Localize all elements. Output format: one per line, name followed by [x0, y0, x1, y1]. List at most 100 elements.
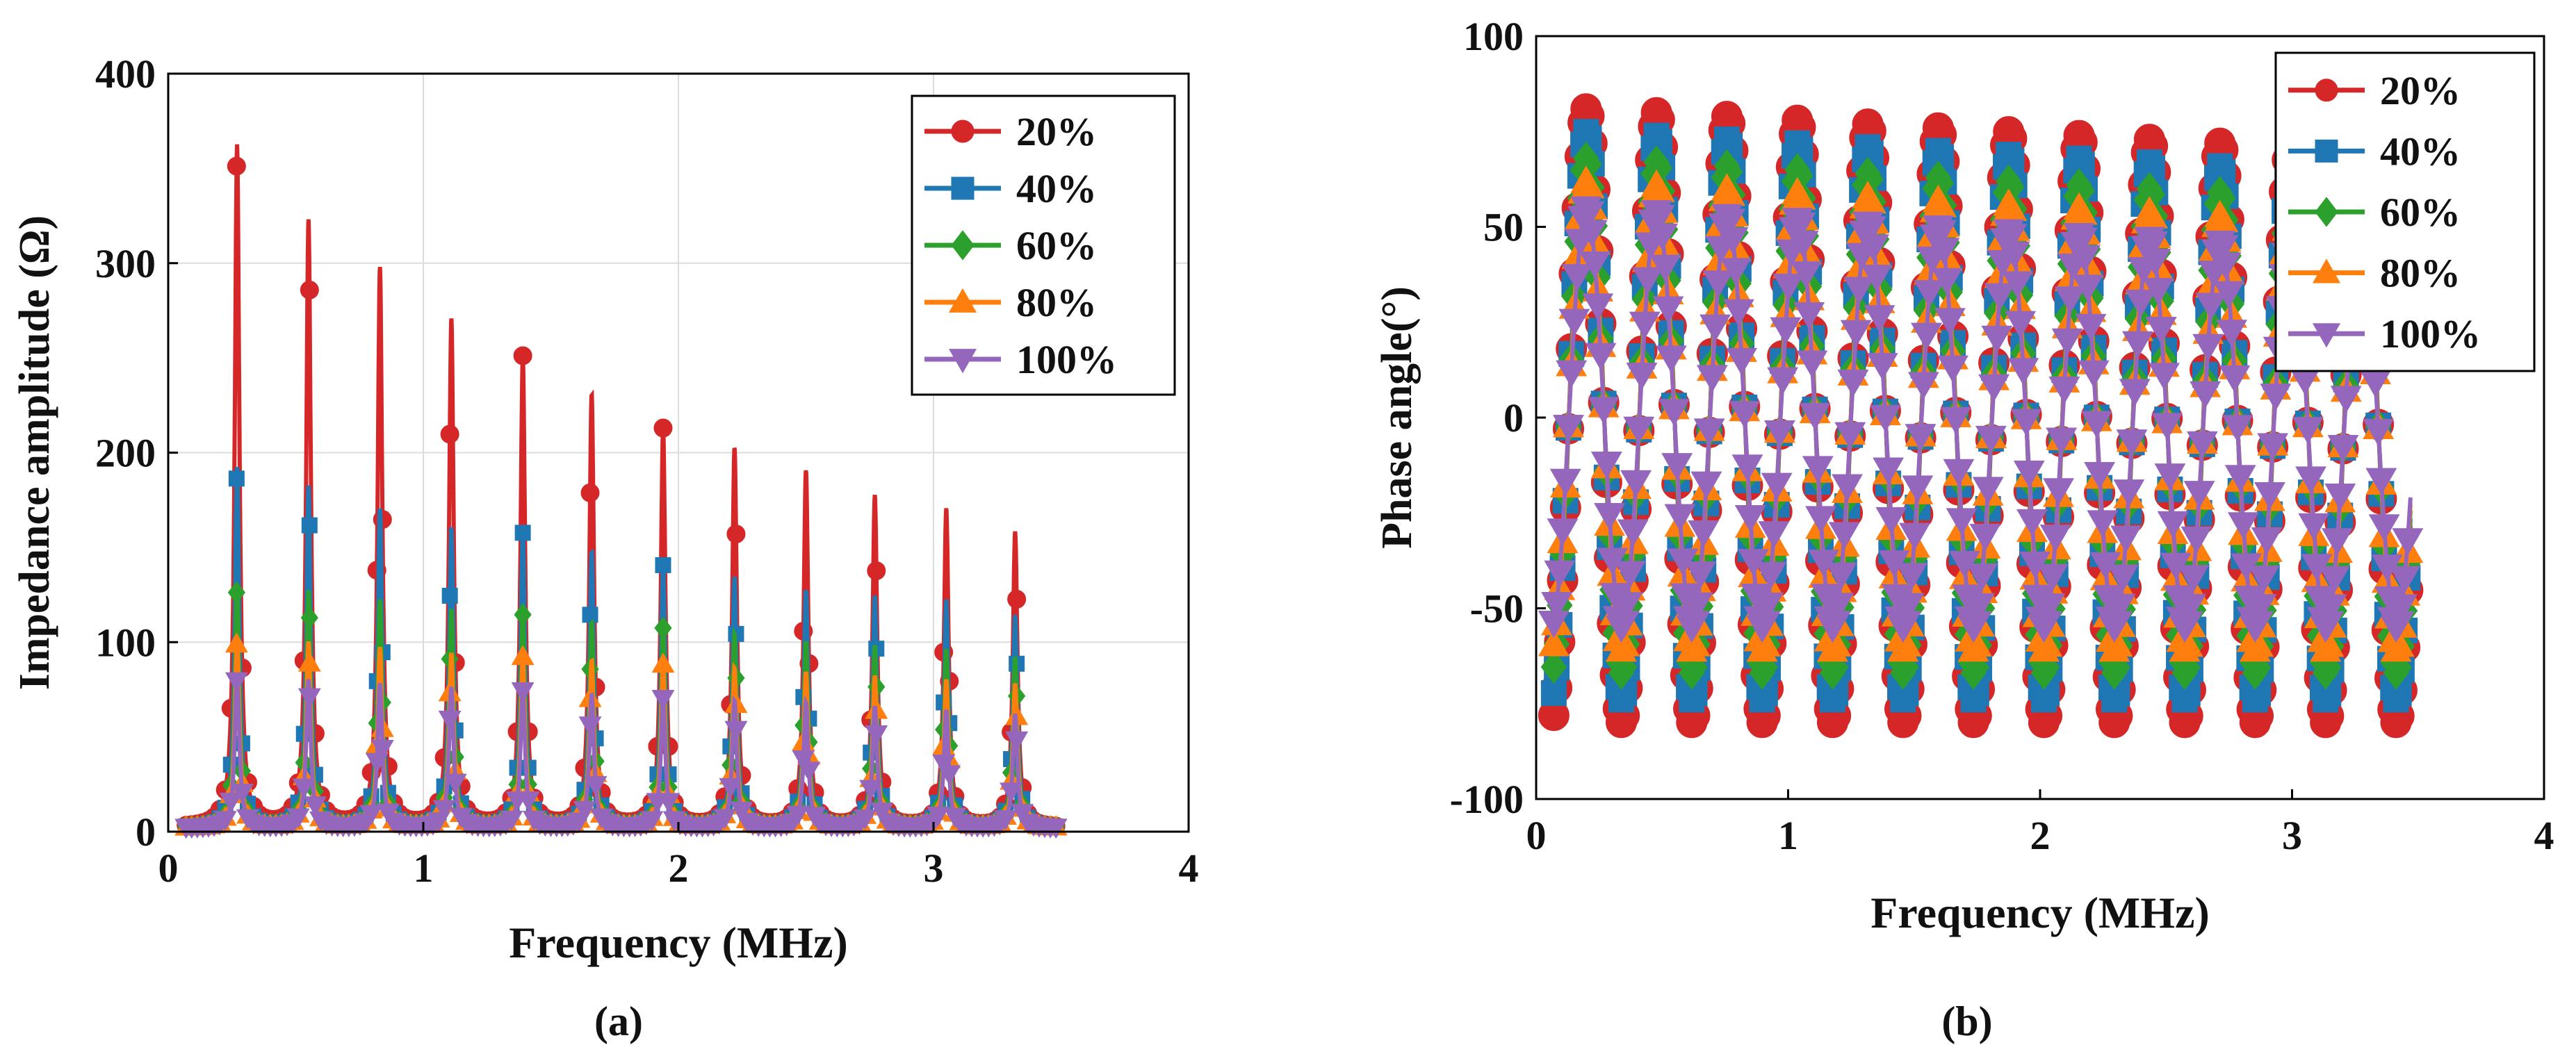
data-point-60%: [300, 606, 318, 629]
data-point-100%: [1914, 280, 1946, 308]
data-point-100%: [2186, 431, 2218, 459]
data-point-100%: [2043, 478, 2074, 506]
data-point-40%: [441, 587, 458, 604]
data-point-100%: [2330, 386, 2362, 413]
y-tick-label: -100: [1450, 777, 1524, 822]
data-point-100%: [1796, 350, 1828, 378]
data-point-100%: [1972, 477, 2004, 504]
data-point-100%: [2216, 320, 2248, 347]
data-point-100%: [1699, 314, 1731, 342]
data-point-100%: [1758, 521, 1790, 549]
data-point-100%: [1834, 422, 1866, 450]
data-point-100%: [2327, 435, 2359, 463]
legend-label-100%: 100%: [1016, 337, 1117, 382]
panel-a-y-axis-label: Impedance amplitude (Ω): [11, 215, 58, 690]
data-point-20%: [726, 525, 746, 544]
data-point-100%: [1931, 267, 1963, 296]
data-point-100%: [1573, 201, 1605, 229]
data-point-40%: [228, 470, 245, 487]
data-point-100%: [511, 682, 535, 702]
data-point-100%: [724, 720, 748, 741]
legend-label-100%: 100%: [2380, 311, 2481, 356]
data-point-100%: [870, 802, 894, 823]
data-point-100%: [1553, 415, 1584, 443]
panel-a-series: [174, 144, 1068, 839]
data-point-100%: [854, 809, 877, 830]
x-tick-label: 3: [924, 846, 944, 891]
data-point-100%: [1652, 296, 1684, 324]
legend-label-40%: 40%: [2380, 129, 2461, 174]
data-point-100%: [1761, 472, 1793, 500]
data-point-100%: [651, 690, 675, 710]
data-point-100%: [1664, 504, 1696, 532]
data-point-100%: [2292, 417, 2324, 445]
data-point-100%: [2227, 512, 2259, 540]
data-point-100%: [1658, 399, 1690, 427]
data-point-100%: [2072, 274, 2104, 302]
data-point-100%: [1561, 264, 1593, 292]
panel-a: 0 1 2 3 4 0 100 200 300 400 Frequency (MHz) Imped…: [11, 51, 1199, 1044]
data-point-100%: [2315, 594, 2347, 622]
data-point-100%: [500, 810, 523, 831]
data-point-100%: [2253, 482, 2285, 510]
data-point-100%: [1996, 224, 2028, 252]
data-point-100%: [719, 777, 742, 798]
data-point-100%: [1549, 468, 1581, 497]
data-point-40%: [582, 607, 598, 623]
data-point-100%: [2080, 411, 2112, 438]
data-point-40%: [514, 525, 531, 541]
data-point-100%: [584, 776, 608, 796]
data-point-100%: [2154, 463, 2186, 491]
data-point-100%: [1579, 251, 1611, 279]
data-point-80%: [297, 651, 321, 672]
data-point-100%: [1734, 504, 1766, 533]
data-point-100%: [1825, 562, 1857, 590]
data-point-100%: [2005, 311, 2037, 338]
data-point-100%: [2365, 468, 2397, 495]
y-tick-label: 0: [1503, 395, 1524, 440]
data-point-100%: [1893, 593, 1925, 620]
data-point-100%: [1966, 563, 1998, 591]
x-tick-label: 0: [1526, 813, 1547, 858]
panel-a-caption-letter: (a): [594, 998, 643, 1044]
data-point-100%: [1911, 322, 1942, 350]
data-point-100%: [2245, 594, 2277, 622]
data-point-100%: [2075, 313, 2107, 342]
data-point-100%: [730, 802, 753, 822]
data-point-80%: [2383, 629, 2415, 657]
data-point-80%: [2313, 629, 2345, 657]
legend-marker-60%: [951, 230, 975, 261]
data-point-20%: [867, 561, 886, 580]
data-point-100%: [1629, 311, 1661, 339]
data-point-100%: [2248, 565, 2280, 593]
data-point-100%: [1861, 264, 1893, 293]
data-point-40%: [301, 517, 318, 534]
data-point-100%: [2260, 384, 2292, 411]
data-point-100%: [2210, 252, 2242, 280]
legend-marker-100%: [2312, 323, 2341, 348]
data-point-20%: [300, 280, 319, 299]
data-point-100%: [2392, 528, 2424, 556]
data-point-100%: [1044, 818, 1068, 839]
data-point-100%: [1875, 507, 1907, 535]
x-tick-label: 1: [1778, 813, 1798, 858]
data-point-100%: [2318, 566, 2350, 593]
data-point-60%: [514, 603, 532, 627]
data-point-100%: [2324, 483, 2356, 511]
data-point-100%: [1969, 523, 2001, 552]
legend-marker-100%: [948, 349, 977, 374]
data-point-100%: [1752, 592, 1784, 620]
data-point-100%: [1864, 305, 1896, 333]
data-point-100%: [1643, 204, 1675, 233]
data-point-100%: [1928, 238, 1960, 265]
data-point-100%: [2046, 427, 2078, 455]
data-point-60%: [227, 581, 245, 604]
panel-b: 0 1 2 3 4 -100 -50 0 50 100 Frequency (MHz) Phase…: [1373, 14, 2554, 1044]
data-point-20%: [440, 425, 459, 444]
data-point-100%: [1623, 416, 1655, 445]
data-point-100%: [1611, 592, 1643, 620]
x-tick-label: 2: [2030, 813, 2051, 858]
data-point-100%: [1585, 343, 1617, 371]
data-point-100%: [1840, 320, 1872, 347]
data-point-100%: [2142, 278, 2174, 306]
